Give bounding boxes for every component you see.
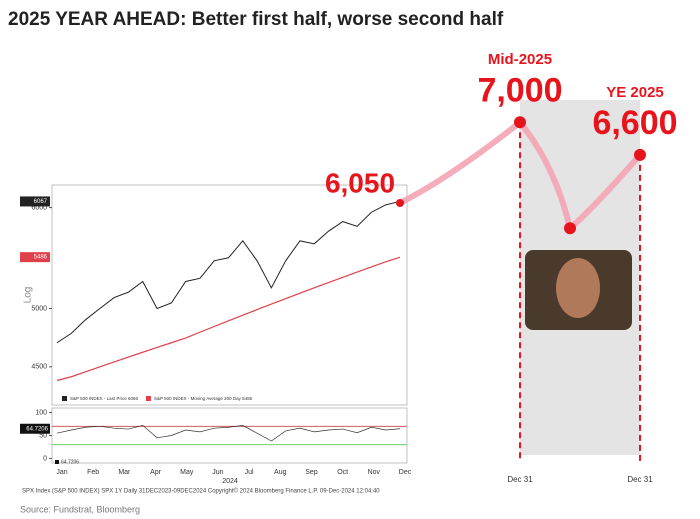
plot-frame [51,184,408,406]
x-tick-label: Sep [305,469,318,476]
rsi-line [56,425,401,442]
forecast-value-label: 6,050 [325,167,395,198]
y-tick-label: 6000 [31,204,47,211]
x-tick-label: Nov [368,469,381,476]
legend-label: S&P 500 INDEX - Moving Average 200 Day 5… [154,396,253,401]
legend-swatch [146,396,151,401]
rsi-frame [51,407,408,464]
y-tick-label: 5000 [31,305,47,312]
forecast-point [564,222,576,235]
x-tick-label: Apr [150,469,162,476]
x-tick-label: Aug [274,469,287,476]
forecast-point [396,199,404,208]
series-line [56,200,401,344]
photo-face [556,258,600,318]
source: Source: Fundstrat, Bloomberg [20,504,140,514]
x-axis-label: 2024 [222,478,238,485]
rsi-tick-label: 100 [35,409,47,416]
x-tick-label: Jan [56,469,67,476]
forecast-point [514,116,526,129]
x-tick-label: Jun [212,469,223,476]
y-tick-label: 4500 [31,364,47,371]
forecast-label: YE 2025 [606,84,664,101]
rsi-tag-label: 64.7206 [26,426,48,432]
legend-swatch [62,396,67,401]
last-tag-label: 5486 [34,255,48,261]
forecast-path [397,118,643,234]
legend-label: S&P 500 INDEX - Last Price 6066 [70,396,138,401]
forecast-value-label: 7,000 [477,71,562,109]
end-label: Dec 31 [627,475,653,484]
rsi-tick-label: 0 [43,455,47,462]
rsi-tag [20,423,50,434]
last-tag-label: 6067 [34,199,48,205]
y-axis-label: Log [23,287,34,304]
x-tick-label: Jul [245,469,254,476]
footer: SPX Index (S&P 500 INDEX) SPX 1Y Daily 3… [22,488,380,495]
forecast-value-label: 6,600 [592,104,677,142]
last-tag [20,252,50,263]
x-tick-label: Dec [399,469,412,476]
series-line [56,256,401,382]
end-label: Dec 31 [507,475,533,484]
forecast-label: Mid-2025 [488,51,552,68]
title: 2025 YEAR AHEAD: Better first half, wors… [8,9,504,30]
last-tag [20,196,50,207]
rsi-legend-label: 64.7206 [61,459,79,465]
x-tick-label: Mar [118,469,131,476]
x-tick-label: May [180,469,194,476]
forecast-point [634,148,646,161]
rsi-tick-label: 50 [39,432,47,439]
x-tick-label: Oct [337,469,348,476]
x-tick-label: Feb [87,469,99,476]
rsi-legend-swatch [55,460,59,464]
